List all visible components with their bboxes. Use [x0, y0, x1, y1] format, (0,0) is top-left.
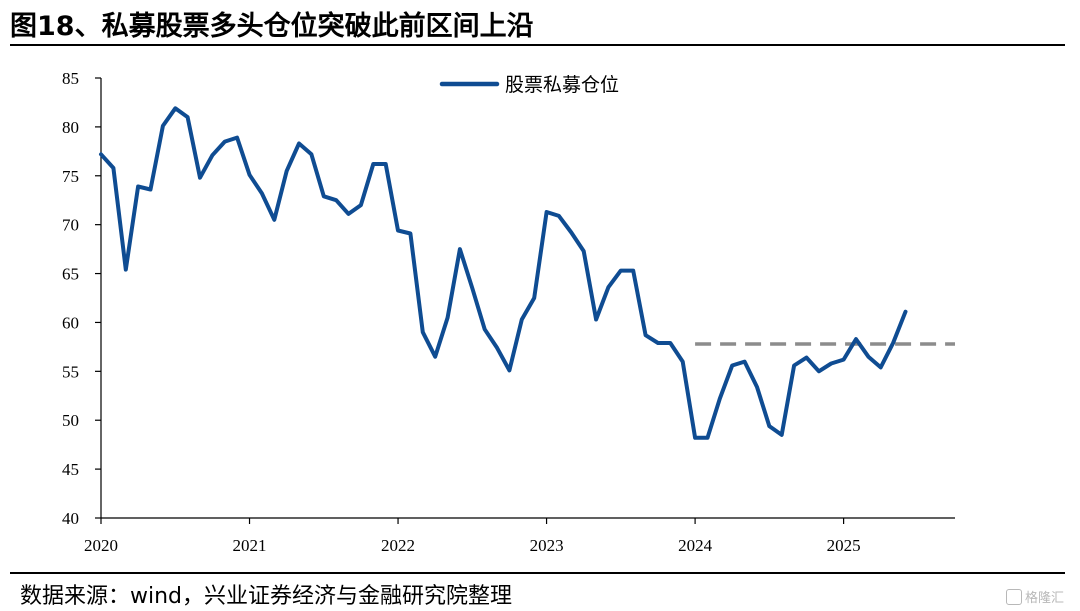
watermark-text: 格隆汇 — [1024, 591, 1064, 606]
y-tick-label: 70 — [62, 216, 79, 235]
y-tick-label: 60 — [62, 313, 79, 332]
series-line — [99, 106, 908, 440]
reference-line-group — [695, 342, 955, 350]
legend-label: 股票私募仓位 — [505, 74, 619, 96]
y-tick-label: 40 — [62, 509, 79, 528]
x-tick-label: 2025 — [827, 536, 861, 555]
title-divider — [10, 44, 1065, 46]
series-group — [99, 106, 908, 440]
footer-divider — [10, 572, 1065, 574]
y-tick-label: 75 — [62, 167, 79, 186]
source-note: 数据来源：wind，兴业证券经济与金融研究院整理 — [20, 584, 513, 609]
watermark-logo-icon — [1005, 589, 1022, 605]
chart-title: 图18、私募股票多头仓位突破此前区间上沿 — [10, 11, 534, 42]
x-tick-label: 2021 — [233, 536, 267, 555]
y-tick-label: 50 — [62, 411, 79, 430]
y-tick-label: 45 — [62, 460, 79, 479]
legend: 股票私募仓位 — [439, 74, 619, 96]
y-tick-label: 55 — [62, 362, 79, 381]
x-tick-label: 2024 — [678, 536, 713, 555]
y-tick-label: 80 — [62, 118, 79, 137]
y-tick-label: 65 — [62, 265, 79, 284]
x-tick-label: 2022 — [381, 536, 415, 555]
y-axis-ticks: 40 45 50 55 60 65 70 75 80 85 — [62, 69, 101, 528]
x-axis-ticks: 2020 2021 2022 2023 2024 2025 — [84, 518, 861, 555]
x-tick-label: 2020 — [84, 536, 118, 555]
watermark: 格隆汇 — [1005, 587, 1064, 606]
y-tick-label: 85 — [62, 69, 79, 88]
x-tick-label: 2023 — [530, 536, 564, 555]
